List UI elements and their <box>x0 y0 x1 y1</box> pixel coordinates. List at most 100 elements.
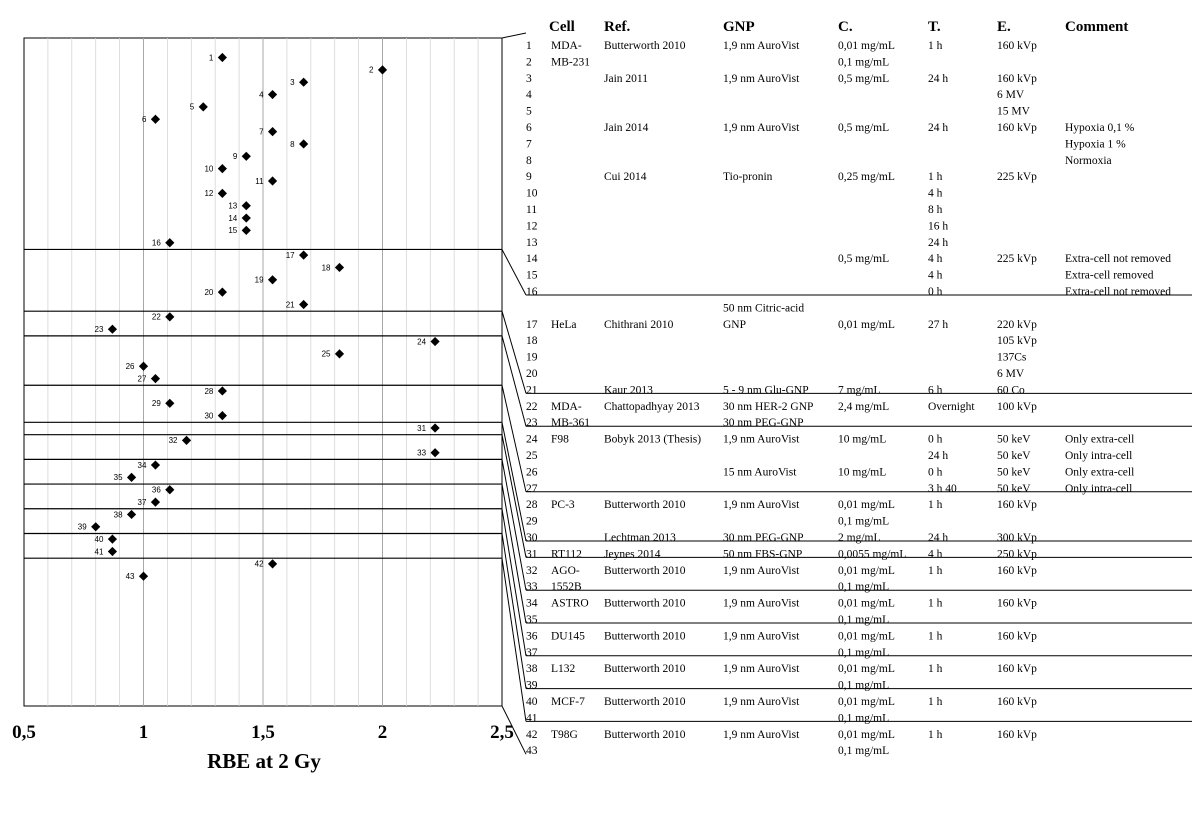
table-cell: 8 <box>526 155 532 167</box>
table-cell: 0,01 mg/mL <box>838 729 895 741</box>
table-cell: GNP <box>723 319 746 331</box>
table-cell: 1 h <box>928 171 943 183</box>
table-cell: 1,9 nm AuroVist <box>723 598 800 610</box>
table-cell: 37 <box>526 647 538 659</box>
data-point-marker <box>150 460 161 470</box>
data-point-label: 25 <box>322 350 331 359</box>
connector-line <box>501 434 527 558</box>
table-cell: 1,9 nm AuroVist <box>723 434 800 446</box>
data-point-marker <box>267 559 278 569</box>
table-cell: 1552B <box>551 581 582 593</box>
table-cell: 0,01 mg/mL <box>838 696 895 708</box>
table-cell: 1 h <box>928 630 943 642</box>
data-point-marker <box>241 213 251 223</box>
table-cell: Butterworth 2010 <box>604 696 686 708</box>
table-cell: 1,9 nm AuroVist <box>723 696 800 708</box>
table-cell: 13 <box>526 237 538 249</box>
table-cell: Jain 2011 <box>604 73 648 85</box>
table-cell: 6 MV <box>997 89 1025 101</box>
table-cell: 1,9 nm AuroVist <box>723 663 800 675</box>
data-point-label: 23 <box>95 325 104 334</box>
table-cell: 7 <box>526 138 532 150</box>
table-column-header: C. <box>838 19 853 35</box>
data-point-label: 15 <box>228 226 237 235</box>
table-cell: Butterworth 2010 <box>604 663 686 675</box>
x-tick-label: 0,5 <box>12 722 36 743</box>
table-cell: 160 kVp <box>997 40 1037 52</box>
table-cell: 19 <box>526 352 538 364</box>
data-point-marker <box>299 77 309 87</box>
table-cell: 0,5 mg/mL <box>838 122 889 134</box>
table-cell: Cui 2014 <box>604 171 647 183</box>
data-point-marker <box>150 114 161 124</box>
data-points: 1234567891011121314151617181920212223242… <box>78 52 440 581</box>
table-group-lines <box>526 294 1192 722</box>
table-cell: 1 <box>526 40 532 52</box>
table-cell: 36 <box>526 630 538 642</box>
data-point-label: 12 <box>204 189 213 198</box>
connector-line <box>501 533 527 689</box>
table-cell: MB-231 <box>551 56 590 68</box>
data-point-label: 16 <box>152 239 161 248</box>
data-point-label: 39 <box>78 523 87 532</box>
data-point-label: 38 <box>114 510 123 519</box>
table-cell: 1 h <box>928 696 943 708</box>
table-cell: 1,9 nm AuroVist <box>723 565 800 577</box>
table-cell: 160 kVp <box>997 499 1037 511</box>
table-cell: 42 <box>526 729 538 741</box>
table-cell: MCF-7 <box>551 696 585 708</box>
table-cell: 29 <box>526 516 538 528</box>
data-point-marker <box>150 374 161 384</box>
table-cell: 43 <box>526 745 538 757</box>
table-cell: Only intra-cell <box>1065 450 1132 462</box>
table-cell: 4 h <box>928 253 943 265</box>
table-cell: 100 kVp <box>997 401 1037 413</box>
connector-line <box>501 385 527 492</box>
table-cell: 50 keV <box>997 450 1031 462</box>
data-point-label: 2 <box>369 66 374 75</box>
table-cell: 34 <box>526 598 538 610</box>
connector-line <box>501 483 527 624</box>
table-cell: 0,1 mg/mL <box>838 745 889 757</box>
table-cell: PC-3 <box>551 499 575 511</box>
connector-line <box>501 558 527 722</box>
data-point-label: 31 <box>417 424 426 433</box>
table-cell: 24 h <box>928 237 948 249</box>
data-point-marker <box>217 52 227 63</box>
table-cell: 40 <box>526 696 538 708</box>
table-cell: Only extra-cell <box>1065 466 1134 478</box>
table-cell: 0,1 mg/mL <box>838 614 889 626</box>
data-point-label: 33 <box>417 449 426 458</box>
table-cell: 1,9 nm AuroVist <box>723 73 800 85</box>
table-cell: 24 h <box>928 532 948 544</box>
data-point-label: 21 <box>286 300 295 309</box>
data-point-marker <box>241 225 251 235</box>
table-cell: 0,1 mg/mL <box>838 712 889 724</box>
table-cell: 7 mg/mL <box>838 384 881 396</box>
table-cell: 2,4 mg/mL <box>838 401 889 413</box>
data-point-label: 34 <box>138 461 147 470</box>
table-cell: Hypoxia 1 % <box>1065 138 1126 150</box>
table-cell: MDA- <box>551 40 582 52</box>
table-cell: 0,5 mg/mL <box>838 73 889 85</box>
table-cell: 50 keV <box>997 434 1031 446</box>
table-cell: 0,01 mg/mL <box>838 565 895 577</box>
table-cell: 15 MV <box>997 106 1031 118</box>
table-column-header: GNP <box>723 19 755 35</box>
connector-line <box>501 335 527 427</box>
table-cell: 1 h <box>928 565 943 577</box>
x-axis-ticks: 0,5 1 1,5 2 2,5 <box>12 722 514 743</box>
table-cell: Bobyk 2013 (Thesis) <box>604 434 701 446</box>
data-point-marker <box>267 176 278 186</box>
table-cell: Only extra-cell <box>1065 434 1134 446</box>
table-cell: 105 kVp <box>997 335 1037 347</box>
table-cell: 4 <box>526 89 532 101</box>
table-cell: 0,01 mg/mL <box>838 663 895 675</box>
table-cell: Butterworth 2010 <box>604 729 686 741</box>
table-cell: Jeynes 2014 <box>604 548 661 560</box>
table-cell: 9 <box>526 171 532 183</box>
x-tick-label: 2 <box>378 722 388 743</box>
table-cell: 5 - 9 nm Glu-GNP <box>723 384 809 396</box>
table-cell: 160 kVp <box>997 663 1037 675</box>
table-cell: 0,1 mg/mL <box>838 516 889 528</box>
